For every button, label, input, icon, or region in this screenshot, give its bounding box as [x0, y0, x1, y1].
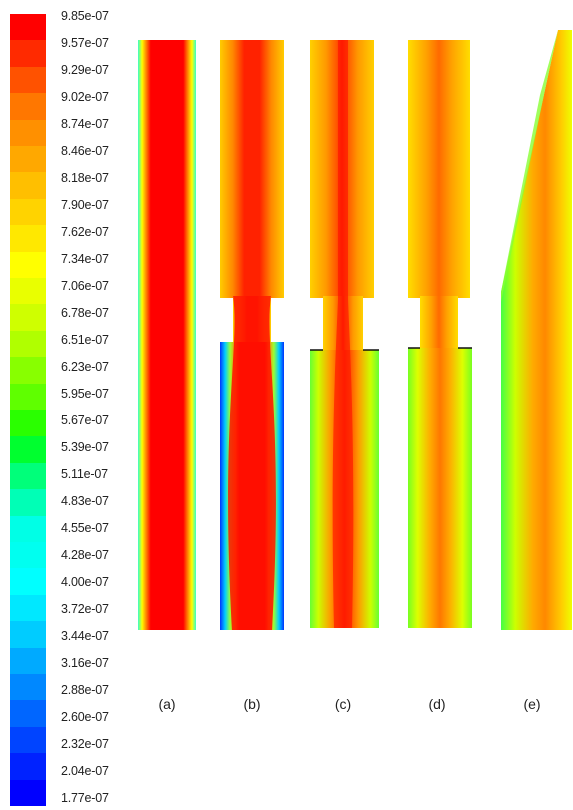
legend-tick-label: 4.83e-07 — [61, 494, 109, 509]
legend-tick-label: 5.11e-07 — [61, 467, 108, 482]
legend-tick-label: 5.67e-07 — [61, 413, 109, 428]
legend-swatch — [10, 594, 46, 622]
legend-swatch — [10, 647, 46, 675]
legend-tick-label: 9.57e-07 — [61, 35, 109, 50]
panel-label-e: (e) — [523, 696, 541, 712]
legend-tick-label: 8.18e-07 — [61, 170, 109, 185]
panel-label-a: (a) — [158, 696, 176, 712]
legend-tick-label: 6.23e-07 — [61, 359, 109, 374]
legend-swatch — [10, 462, 46, 490]
legend-swatch — [10, 542, 46, 569]
legend-swatch — [10, 515, 46, 543]
legend-swatch — [10, 172, 46, 200]
legend-tick-label: 2.32e-07 — [61, 737, 109, 752]
legend-swatch — [10, 700, 46, 728]
color-legend-labels: 9.85e-07 9.57e-07 9.29e-07 9.02e-07 8.74e-07… — [61, 0, 141, 810]
panel-label-c: (c) — [334, 696, 352, 712]
legend-swatch — [10, 146, 46, 173]
legend-tick-label: 6.51e-07 — [61, 332, 109, 347]
panel-label-b: (b) — [243, 696, 261, 712]
legend-tick-label: 3.72e-07 — [61, 602, 109, 617]
legend-tick-label: 2.88e-07 — [61, 683, 109, 698]
legend-swatch — [10, 674, 46, 701]
legend-swatch — [10, 40, 46, 68]
panel-b-field — [220, 40, 284, 630]
legend-swatch — [10, 621, 46, 649]
legend-swatch — [10, 410, 46, 437]
legend-swatch — [10, 779, 46, 807]
legend-tick-label: 6.78e-07 — [61, 305, 109, 320]
legend-swatch — [10, 93, 46, 121]
legend-tick-label: 2.60e-07 — [61, 710, 109, 725]
legend-tick-label: 8.46e-07 — [61, 143, 109, 158]
legend-swatch — [10, 251, 46, 279]
legend-swatch — [10, 304, 46, 332]
legend-tick-label: 9.29e-07 — [61, 62, 109, 77]
legend-swatch — [10, 383, 46, 411]
legend-swatch — [10, 278, 46, 305]
legend-swatch — [10, 753, 46, 781]
panel-d-field — [408, 40, 472, 628]
legend-swatch — [10, 357, 46, 385]
legend-swatch — [10, 198, 46, 226]
legend-tick-label: 3.16e-07 — [61, 656, 109, 671]
legend-swatch — [10, 225, 46, 253]
legend-tick-label: 3.44e-07 — [61, 629, 109, 644]
legend-tick-label: 4.55e-07 — [61, 521, 109, 536]
legend-tick-label: 5.95e-07 — [61, 386, 109, 401]
legend-tick-label: 8.74e-07 — [61, 116, 109, 131]
legend-tick-label: 4.00e-07 — [61, 575, 109, 590]
legend-tick-label: 4.28e-07 — [61, 548, 109, 563]
legend-tick-label: 7.62e-07 — [61, 224, 109, 239]
legend-tick-label: 7.06e-07 — [61, 278, 109, 293]
legend-tick-label: 7.34e-07 — [61, 251, 109, 266]
color-legend-bar — [10, 14, 46, 807]
legend-tick-label: 1.77e-07 — [61, 791, 109, 805]
legend-swatch — [10, 14, 46, 41]
panel-label-d: (d) — [428, 696, 446, 712]
legend-swatch — [10, 726, 46, 754]
panel-e-field — [501, 30, 572, 630]
legend-swatch — [10, 119, 46, 147]
legend-swatch — [10, 568, 46, 596]
legend-tick-label: 9.85e-07 — [61, 9, 109, 23]
legend-tick-label: 5.39e-07 — [61, 440, 109, 455]
legend-swatch — [10, 330, 46, 358]
panel-a-field — [138, 40, 196, 630]
legend-tick-label: 9.02e-07 — [61, 89, 109, 104]
legend-swatch — [10, 436, 46, 464]
legend-tick-label: 7.90e-07 — [61, 197, 109, 212]
legend-swatch — [10, 489, 46, 517]
panel-c-field — [310, 40, 379, 628]
legend-swatch — [10, 66, 46, 94]
legend-tick-label: 2.04e-07 — [61, 764, 109, 779]
